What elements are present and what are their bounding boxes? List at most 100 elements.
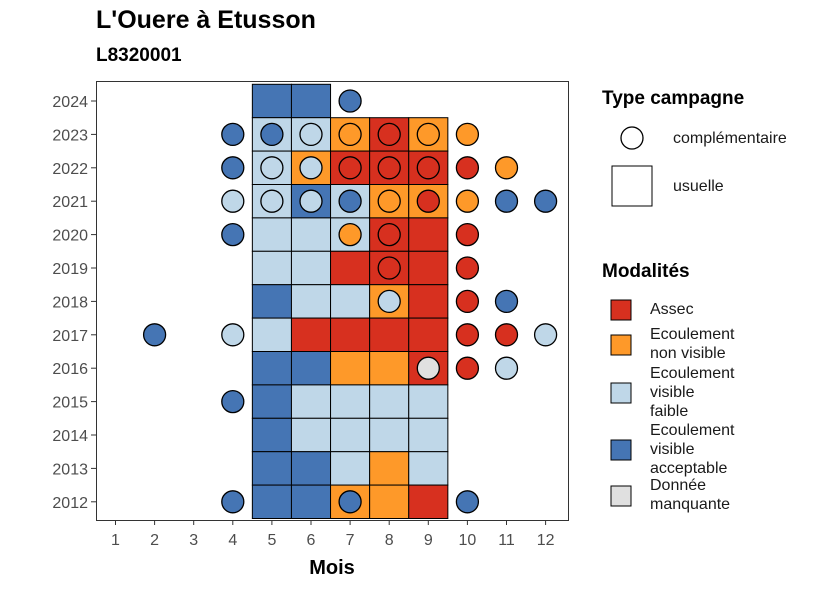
tile-usuelle-2014-7 xyxy=(330,417,371,453)
tile-usuelle-2017-8 xyxy=(369,317,410,353)
tile-usuelle-2020-6 xyxy=(290,217,332,252)
tile-usuelle-2015-5 xyxy=(251,384,292,419)
point-complementaire-2016-11 xyxy=(494,356,519,380)
point-complementaire-2021-11 xyxy=(494,189,519,213)
point-complementaire-2012-4 xyxy=(221,490,245,514)
legend-swatch-3 xyxy=(610,439,632,461)
point-complementaire-2021-6 xyxy=(299,189,323,213)
tile-usuelle-2015-9 xyxy=(408,384,449,419)
x-tick-label: 12 xyxy=(537,532,555,549)
point-complementaire-2021-8 xyxy=(377,189,401,213)
tile-usuelle-2012-9 xyxy=(408,484,449,520)
tile-usuelle-2016-7 xyxy=(330,351,371,386)
x-tick-label: 3 xyxy=(189,532,198,549)
legend-modalite-label: non visible xyxy=(650,345,726,362)
legend-symbol-usuelle xyxy=(611,165,653,207)
y-tick-label: 2014 xyxy=(52,428,88,445)
legend-modalite-label: Ecoulement xyxy=(650,364,735,382)
point-complementaire-2021-5 xyxy=(260,189,284,213)
tile-usuelle-2015-7 xyxy=(330,384,371,419)
tile-usuelle-2019-6 xyxy=(290,250,332,286)
tile-usuelle-2013-9 xyxy=(408,451,449,486)
tile-usuelle-2012-8 xyxy=(369,484,410,520)
legend-modalite-label: visible xyxy=(650,440,695,458)
x-tick-label: 6 xyxy=(307,532,316,549)
chart-subtitle: L8320001 xyxy=(96,45,182,66)
legend-type-title: Type campagne xyxy=(602,88,745,109)
tile-usuelle-2013-8 xyxy=(369,451,410,486)
tile-usuelle-2015-8 xyxy=(369,384,410,419)
point-complementaire-2022-8 xyxy=(377,156,401,180)
point-complementaire-2023-9 xyxy=(416,122,440,147)
y-tick-label: 2017 xyxy=(52,328,88,345)
tile-usuelle-2016-5 xyxy=(251,351,292,386)
point-complementaire-2022-6 xyxy=(299,156,323,180)
x-tick-label: 7 xyxy=(346,532,355,549)
tile-usuelle-2018-5 xyxy=(251,284,292,319)
y-tick-label: 2020 xyxy=(52,228,88,245)
point-complementaire-2016-9 xyxy=(416,356,440,380)
legend-modalite-label: Donnée xyxy=(650,477,707,494)
point-complementaire-2023-4 xyxy=(221,122,245,147)
legend-symbol-complementaire xyxy=(620,126,644,150)
point-complementaire-2023-10 xyxy=(455,122,480,147)
tile-usuelle-2016-8 xyxy=(369,351,410,386)
tile-usuelle-2015-6 xyxy=(290,384,332,419)
point-complementaire-2023-7 xyxy=(338,122,362,147)
tile-usuelle-2020-5 xyxy=(251,217,292,252)
point-complementaire-2020-10 xyxy=(455,222,480,247)
point-complementaire-2022-4 xyxy=(221,156,245,180)
y-tick-label: 2018 xyxy=(52,294,88,311)
tile-usuelle-2016-6 xyxy=(290,351,332,386)
legend-modalite-label: Ecoulement xyxy=(650,421,735,439)
legend-swatch-4 xyxy=(610,485,632,507)
x-tick-label: 11 xyxy=(498,532,515,549)
y-tick-label: 2024 xyxy=(52,94,88,111)
point-complementaire-2015-4 xyxy=(221,389,245,414)
point-complementaire-2022-11 xyxy=(494,156,519,180)
tile-usuelle-2017-6 xyxy=(290,317,332,353)
tile-usuelle-2019-5 xyxy=(251,250,292,286)
x-tick-label: 2 xyxy=(150,532,159,549)
tile-usuelle-2014-9 xyxy=(408,417,449,453)
legend-modalite-label: visible xyxy=(650,383,695,401)
point-complementaire-2019-10 xyxy=(455,256,480,280)
y-tick-label: 2012 xyxy=(52,495,88,512)
x-axis-title: Mois xyxy=(309,557,355,579)
legend-swatch-1 xyxy=(610,334,632,356)
y-tick-label: 2021 xyxy=(52,194,88,211)
tile-usuelle-2024-5 xyxy=(251,83,292,119)
x-tick-label: 1 xyxy=(111,532,120,549)
point-complementaire-2018-10 xyxy=(455,289,480,314)
tile-usuelle-2019-7 xyxy=(330,250,371,286)
tile-usuelle-2012-5 xyxy=(251,484,292,520)
y-tick-label: 2016 xyxy=(52,361,88,378)
legend-modalites-title: Modalités xyxy=(602,261,690,282)
point-complementaire-2018-11 xyxy=(494,289,519,314)
tile-usuelle-2014-8 xyxy=(369,417,410,453)
tile-usuelle-2012-6 xyxy=(290,484,332,520)
point-complementaire-2020-4 xyxy=(221,222,245,247)
point-complementaire-2021-10 xyxy=(455,189,480,213)
y-tick-label: 2019 xyxy=(52,261,88,278)
point-complementaire-2012-10 xyxy=(455,490,480,514)
y-tick-label: 2015 xyxy=(52,395,88,412)
point-complementaire-2022-5 xyxy=(260,156,284,180)
point-complementaire-2017-2 xyxy=(142,323,167,347)
point-complementaire-2017-10 xyxy=(455,323,480,347)
point-complementaire-2017-4 xyxy=(221,323,245,347)
tile-usuelle-2017-7 xyxy=(330,317,371,353)
tile-usuelle-2017-9 xyxy=(408,317,449,353)
legend-modalite-label: manquante xyxy=(650,496,731,513)
legend-modalite-label: faible xyxy=(650,402,689,420)
tile-usuelle-2013-6 xyxy=(290,451,332,486)
point-complementaire-2012-7 xyxy=(338,490,362,514)
x-tick-label: 9 xyxy=(424,532,433,549)
point-complementaire-2023-6 xyxy=(299,122,323,147)
legend-modalite-label: acceptable xyxy=(650,459,728,477)
point-complementaire-2017-12 xyxy=(533,323,558,347)
tile-usuelle-2013-5 xyxy=(251,451,292,486)
tile-usuelle-2020-9 xyxy=(408,217,449,252)
tile-usuelle-2018-6 xyxy=(290,284,332,319)
